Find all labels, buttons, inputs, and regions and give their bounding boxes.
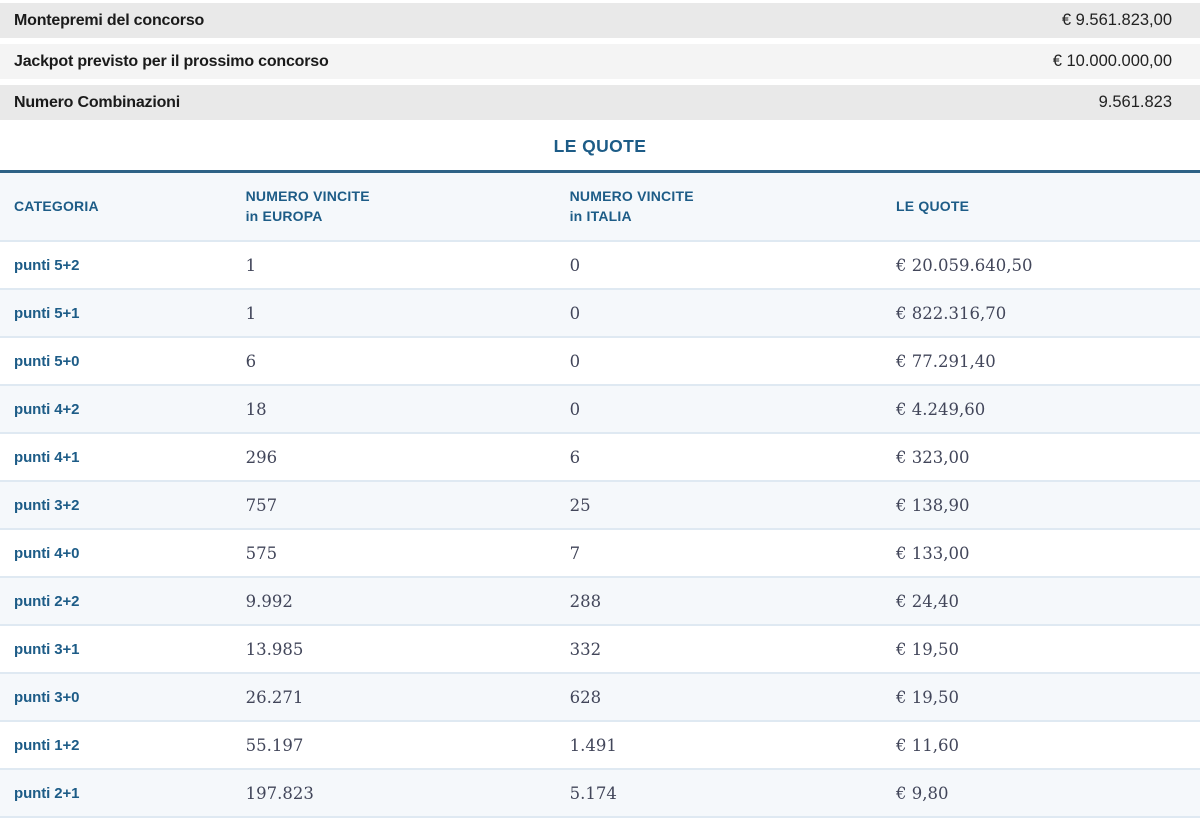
table-row: punti 5+1 1 0 € 822.316,70 — [0, 289, 1200, 338]
table-row: punti 3+0 26.271 628 € 19,50 — [0, 673, 1200, 722]
header-cell-le-quote: LE QUOTE — [881, 171, 1200, 243]
cell-quota: € 9,80 — [895, 783, 949, 803]
cell-vincite-italia: 1.491 — [569, 735, 617, 755]
table-row: punti 4+0 575 7 € 133,00 — [0, 529, 1200, 578]
cell-vincite-europa: 1 — [245, 303, 257, 323]
cell-vincite-europa: 1 — [245, 255, 257, 275]
table-row: punti 2+2 9.992 288 € 24,40 — [0, 577, 1200, 626]
montepremi-label: Montepremi del concorso — [14, 11, 205, 29]
cell-vincite-europa: 55.197 — [245, 735, 304, 755]
cell-quota: € 822.316,70 — [895, 303, 1007, 323]
cell-quota: € 138,90 — [895, 495, 970, 515]
cell-quota: € 19,50 — [895, 639, 959, 659]
header-cell-categoria: CATEGORIA — [0, 171, 232, 243]
summary-row-jackpot: Jackpot previsto per il prossimo concors… — [0, 44, 1200, 79]
cell-quota: € 323,00 — [895, 447, 970, 467]
header-vincite-italia-line2: in ITALIA — [569, 207, 632, 224]
cell-vincite-europa: 18 — [245, 399, 267, 419]
cell-vincite-italia: 5.174 — [569, 783, 617, 803]
cell-quota: € 19,50 — [895, 687, 959, 707]
combinazioni-value: 9.561.823 — [1098, 93, 1172, 111]
cell-vincite-europa: 197.823 — [245, 783, 314, 803]
cell-quota: € 20.059.640,50 — [895, 255, 1033, 275]
cell-categoria: punti 3+0 — [14, 688, 80, 706]
header-le-quote-label: LE QUOTE — [895, 197, 970, 214]
cell-vincite-europa: 9.992 — [245, 591, 293, 611]
cell-vincite-italia: 332 — [569, 639, 602, 659]
header-cell-vincite-europa: NUMERO VINCITE in EUROPA — [231, 171, 556, 243]
cell-categoria: punti 2+1 — [14, 784, 80, 802]
header-vincite-europa-line1: NUMERO VINCITE — [245, 188, 370, 204]
table-row: punti 3+2 757 25 € 138,90 — [0, 481, 1200, 530]
cell-quota: € 4.249,60 — [895, 399, 986, 419]
table-row: punti 4+1 296 6 € 323,00 — [0, 433, 1200, 482]
cell-vincite-europa: 26.271 — [245, 687, 304, 707]
cell-vincite-italia: 0 — [569, 351, 581, 371]
cell-vincite-italia: 0 — [569, 255, 581, 275]
cell-categoria: punti 5+2 — [14, 256, 80, 274]
cell-categoria: punti 5+1 — [14, 304, 80, 322]
jackpot-value: € 10.000.000,00 — [1052, 52, 1172, 70]
cell-vincite-italia: 0 — [569, 399, 581, 419]
header-vincite-europa-line2: in EUROPA — [245, 207, 323, 224]
header-categoria-label: CATEGORIA — [14, 197, 99, 214]
cell-vincite-europa: 757 — [245, 495, 278, 515]
table-row: punti 5+0 6 0 € 77.291,40 — [0, 337, 1200, 386]
quotes-table: CATEGORIA NUMERO VINCITE in EUROPA NUMER… — [0, 170, 1200, 818]
cell-vincite-italia: 628 — [569, 687, 602, 707]
cell-categoria: punti 1+2 — [14, 736, 80, 754]
cell-vincite-europa: 6 — [245, 351, 257, 371]
table-header-row: CATEGORIA NUMERO VINCITE in EUROPA NUMER… — [0, 171, 1200, 243]
cell-categoria: punti 4+0 — [14, 544, 80, 562]
cell-quota: € 24,40 — [895, 591, 959, 611]
cell-vincite-italia: 0 — [569, 303, 581, 323]
cell-vincite-europa: 13.985 — [245, 639, 304, 659]
cell-quota: € 133,00 — [895, 543, 970, 563]
jackpot-label: Jackpot previsto per il prossimo concors… — [14, 52, 329, 70]
cell-categoria: punti 4+1 — [14, 448, 80, 466]
header-cell-vincite-italia: NUMERO VINCITE in ITALIA — [555, 171, 882, 243]
table-row: punti 5+2 1 0 € 20.059.640,50 — [0, 241, 1200, 290]
table-row: punti 4+2 18 0 € 4.249,60 — [0, 385, 1200, 434]
cell-categoria: punti 2+2 — [14, 592, 80, 610]
cell-vincite-europa: 575 — [245, 543, 278, 563]
table-row: punti 3+1 13.985 332 € 19,50 — [0, 625, 1200, 674]
cell-vincite-italia: 6 — [569, 447, 581, 467]
cell-quota: € 11,60 — [895, 735, 959, 755]
combinazioni-label: Numero Combinazioni — [14, 93, 180, 111]
summary-row-montepremi: Montepremi del concorso € 9.561.823,00 — [0, 3, 1200, 38]
cell-categoria: punti 3+1 — [14, 640, 80, 658]
cell-vincite-italia: 25 — [569, 495, 591, 515]
cell-vincite-europa: 296 — [245, 447, 278, 467]
table-row: punti 2+1 197.823 5.174 € 9,80 — [0, 769, 1200, 818]
header-vincite-italia-line1: NUMERO VINCITE — [569, 188, 694, 204]
table-row: punti 1+2 55.197 1.491 € 11,60 — [0, 721, 1200, 770]
summary-row-combinazioni: Numero Combinazioni 9.561.823 — [0, 85, 1200, 120]
cell-categoria: punti 5+0 — [14, 352, 80, 370]
cell-vincite-italia: 288 — [569, 591, 602, 611]
cell-categoria: punti 4+2 — [14, 400, 80, 418]
contest-summary: Montepremi del concorso € 9.561.823,00 J… — [0, 0, 1200, 120]
section-title-le-quote: LE QUOTE — [553, 136, 647, 156]
cell-quota: € 77.291,40 — [895, 351, 996, 371]
cell-vincite-italia: 7 — [569, 543, 581, 563]
montepremi-value: € 9.561.823,00 — [1061, 11, 1172, 29]
cell-categoria: punti 3+2 — [14, 496, 80, 514]
